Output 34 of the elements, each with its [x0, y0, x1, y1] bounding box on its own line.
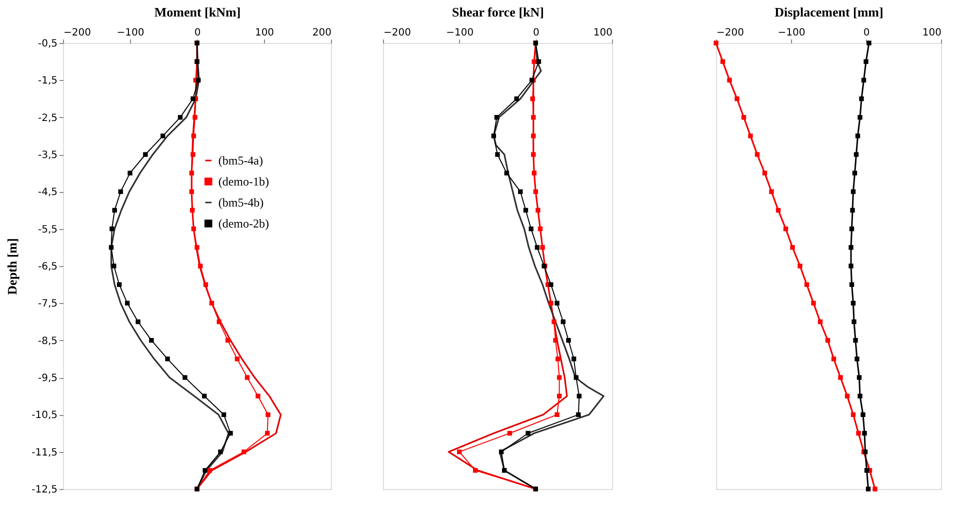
x-tick-label: −100 — [778, 28, 806, 38]
x-axis-title: Shear force [kN] — [452, 4, 544, 20]
y-tick-label: -4,5 — [38, 187, 58, 198]
y-tick-label: -12,5 — [32, 484, 58, 496]
x-tick-label: 0 — [194, 28, 201, 38]
legend-label: (bm5-4b) — [218, 196, 264, 210]
y-tick-label: -2,5 — [38, 112, 58, 124]
x-tick-label: −200 — [716, 28, 744, 38]
y-tick-label: -5,5 — [38, 224, 58, 236]
x-tick-label: −200 — [384, 28, 411, 38]
x-tick-label: 100 — [922, 28, 942, 38]
x-tick-label: −100 — [446, 28, 474, 38]
legend-label: (bm5-4a) — [218, 154, 264, 168]
x-tick-label: −100 — [116, 28, 144, 38]
y-tick-label: -0,5 — [38, 38, 58, 50]
y-tick-label: -11,5 — [32, 447, 58, 458]
y-tick-label: -9,5 — [38, 373, 58, 384]
legend-label: (demo-1b) — [218, 174, 270, 188]
x-tick-label: 100 — [254, 28, 274, 38]
y-tick-label: -6,5 — [38, 262, 58, 272]
x-tick-label: 0 — [532, 28, 540, 38]
x-tick-label: −200 — [64, 28, 91, 38]
y-tick-label: -1,5 — [38, 76, 58, 87]
y-tick-label: -10,5 — [32, 410, 58, 422]
y-tick-label: -7,5 — [38, 298, 58, 310]
y-axis-title: Depth [m] — [4, 238, 20, 295]
x-axis-title: Moment [kNm] — [154, 4, 241, 20]
x-tick-label: 100 — [593, 28, 612, 38]
x-tick-label: 0 — [863, 28, 870, 38]
legend-label: (demo-2b) — [218, 216, 270, 230]
x-tick-label: 200 — [312, 28, 332, 38]
y-tick-label: -3,5 — [38, 150, 58, 161]
y-tick-label: -8,5 — [38, 336, 58, 347]
x-axis-title: Displacement [mm] — [774, 4, 884, 20]
